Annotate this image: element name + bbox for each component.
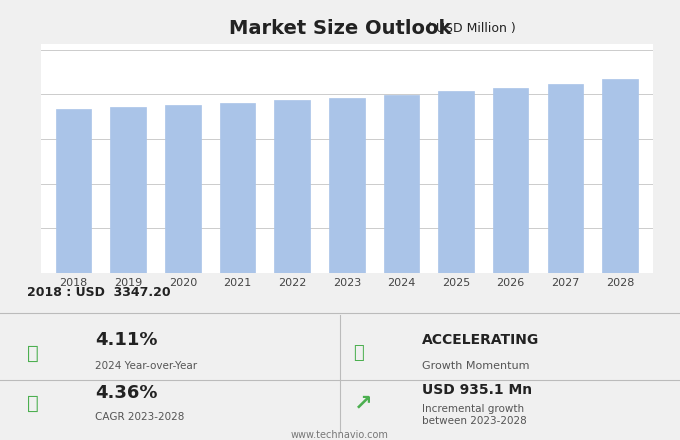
Text: 📊: 📊 <box>27 394 39 413</box>
Text: USD 935.1 Mn: USD 935.1 Mn <box>422 383 532 397</box>
Text: ↗: ↗ <box>354 393 372 413</box>
Bar <box>220 103 255 273</box>
Text: ( USD Million ): ( USD Million ) <box>423 22 515 35</box>
Bar <box>110 107 146 273</box>
Bar <box>547 84 583 273</box>
Text: CAGR 2023-2028: CAGR 2023-2028 <box>95 411 184 422</box>
Text: 4.36%: 4.36% <box>95 384 158 402</box>
Bar <box>384 95 419 273</box>
Bar <box>56 109 91 273</box>
Bar <box>602 79 638 273</box>
Bar <box>329 98 364 273</box>
Text: 📈: 📈 <box>27 344 39 363</box>
Bar <box>493 88 528 273</box>
Text: Market Size Outlook: Market Size Outlook <box>228 19 452 38</box>
Bar <box>439 91 474 273</box>
Bar <box>275 100 310 273</box>
Text: 4.11%: 4.11% <box>95 331 158 348</box>
Text: 2024 Year-over-Year: 2024 Year-over-Year <box>95 361 197 371</box>
Text: 2018 : USD  3347.20: 2018 : USD 3347.20 <box>27 286 171 299</box>
Text: Incremental growth
between 2023-2028: Incremental growth between 2023-2028 <box>422 404 526 426</box>
Text: 🕐: 🕐 <box>354 344 364 362</box>
Text: Growth Momentum: Growth Momentum <box>422 361 529 371</box>
Text: ACCELERATING: ACCELERATING <box>422 333 539 347</box>
Text: www.technavio.com: www.technavio.com <box>291 430 389 440</box>
Bar <box>165 105 201 273</box>
